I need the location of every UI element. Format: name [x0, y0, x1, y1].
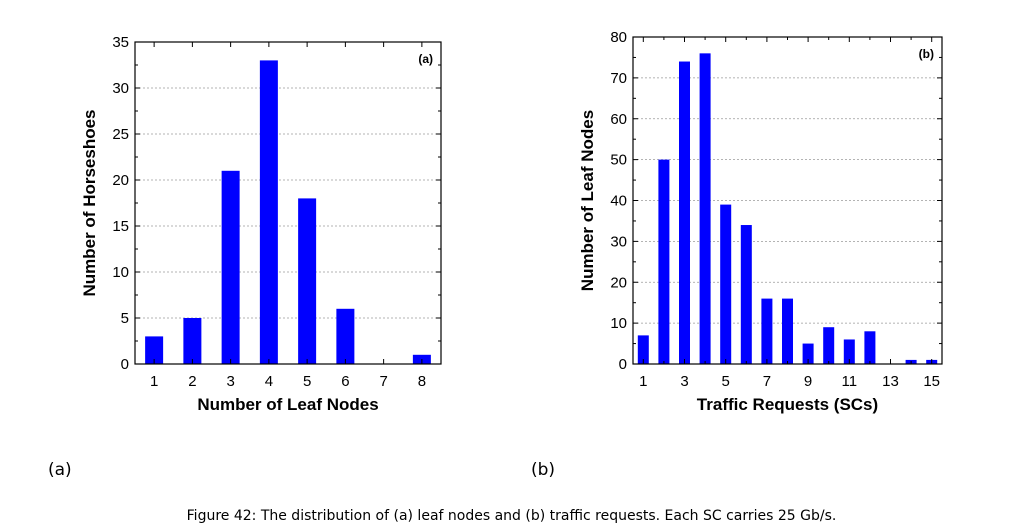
y-axis-label: Number of Leaf Nodes [578, 110, 597, 291]
bar [259, 60, 278, 365]
x-tick-label: 1 [639, 373, 647, 390]
bar [740, 225, 752, 364]
y-tick-label: 80 [610, 29, 627, 46]
y-tick-label: 60 [610, 111, 627, 128]
x-tick-label: 7 [379, 373, 387, 390]
x-tick-label: 15 [923, 373, 940, 390]
sublabel-b: (b) [531, 460, 556, 480]
bar [802, 343, 814, 364]
y-tick-label: 10 [610, 315, 627, 332]
x-tick-label: 5 [722, 373, 730, 390]
y-tick-label: 50 [610, 152, 627, 169]
bar [298, 198, 317, 364]
bar [221, 170, 240, 364]
x-tick-label: 7 [763, 373, 771, 390]
chart-a: 0 5 10 15 20 25 30 35 1 2 3 4 5 6 7 8 Number of Leaf Nod… [80, 34, 442, 414]
y-tick-label: 0 [619, 356, 627, 373]
bar [823, 327, 835, 364]
panel-label: (a) [418, 52, 433, 66]
bar [145, 336, 164, 364]
y-tick-label: 30 [112, 80, 129, 97]
y-tick-label: 70 [610, 70, 627, 87]
x-tick-label: 13 [882, 373, 899, 390]
y-tick-label: 40 [610, 193, 627, 210]
bar [658, 159, 670, 364]
plot-frame [134, 41, 442, 365]
y-tick-label: 15 [112, 218, 129, 235]
sublabel-a: (a) [48, 460, 72, 480]
x-tick-label: 3 [226, 373, 234, 390]
x-tick-label: 8 [418, 373, 426, 390]
x-axis-label: Number of Leaf Nodes [197, 395, 378, 414]
x-tick-label: 5 [303, 373, 311, 390]
y-tick-label: 35 [112, 34, 129, 51]
y-tick-label: 0 [121, 356, 129, 373]
x-tick-label: 1 [150, 373, 158, 390]
bar [699, 53, 711, 364]
x-tick-label: 3 [680, 373, 688, 390]
y-tick-label: 20 [112, 172, 129, 189]
bar [782, 298, 793, 364]
panel-label: (b) [919, 47, 934, 61]
x-tick-label: 6 [341, 373, 349, 390]
x-tick-label: 4 [265, 373, 273, 390]
figure-caption: Figure 42: The distribution of (a) leaf … [186, 508, 837, 524]
y-axis-label: Number of Horseshoes [80, 109, 99, 296]
x-tick-label: 9 [804, 373, 812, 390]
y-tick-label: 30 [610, 233, 627, 250]
x-axis-label: Traffic Requests (SCs) [697, 395, 878, 414]
bar [183, 318, 202, 364]
bar [679, 61, 690, 365]
x-tick-label: 2 [188, 373, 196, 390]
bar [336, 308, 355, 364]
y-tick-label: 10 [112, 264, 129, 281]
bar [637, 335, 649, 364]
y-tick-label: 20 [610, 274, 627, 291]
bar [843, 339, 855, 364]
bar [864, 331, 876, 364]
bar [720, 204, 732, 364]
y-tick-label: 25 [112, 126, 129, 143]
x-tick-label: 11 [842, 373, 858, 390]
y-tick-label: 5 [121, 310, 129, 327]
bar [761, 298, 773, 364]
